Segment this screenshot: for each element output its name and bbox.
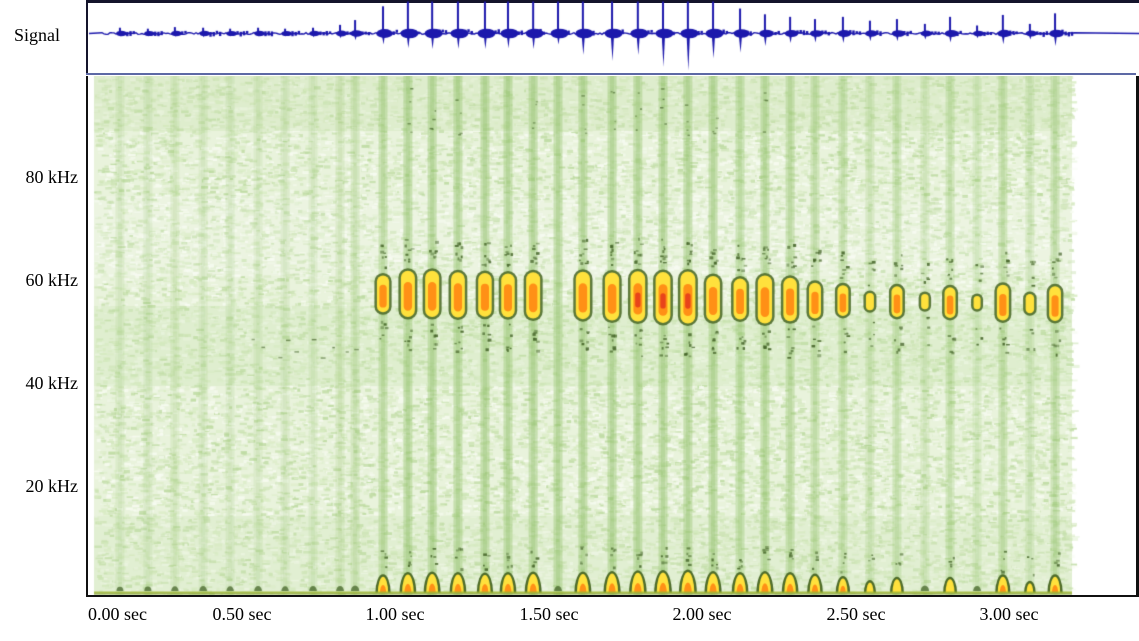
signal-panel-label: Signal — [14, 25, 61, 45]
freq-tick-80khz: 80 kHz — [25, 167, 79, 187]
time-tick-2.50sec: 2.50 sec — [826, 604, 886, 624]
time-tick-1.00sec: 1.00 sec — [365, 604, 425, 624]
freq-tick-20khz: 20 kHz — [25, 476, 79, 496]
signal-panel-left-border — [86, 0, 88, 73]
time-tick-1.50sec: 1.50 sec — [519, 604, 579, 624]
time-tick-2.00sec: 2.00 sec — [672, 604, 732, 624]
freq-tick-40khz: 40 kHz — [25, 373, 79, 393]
spectrogram-right-border — [1136, 76, 1139, 597]
signal-waveform-canvas — [88, 0, 1139, 73]
signal-panel-bottom-border — [86, 73, 1136, 75]
spectrogram-canvas — [88, 76, 1136, 595]
time-tick-0.00sec: 0.00 sec — [88, 604, 147, 624]
time-tick-0.50sec: 0.50 sec — [212, 604, 272, 624]
spectrogram-left-border — [86, 76, 88, 597]
time-tick-3.00sec: 3.00 sec — [979, 604, 1039, 624]
spectrogram-bottom-border — [86, 595, 1139, 597]
freq-tick-60khz: 60 kHz — [25, 270, 79, 290]
